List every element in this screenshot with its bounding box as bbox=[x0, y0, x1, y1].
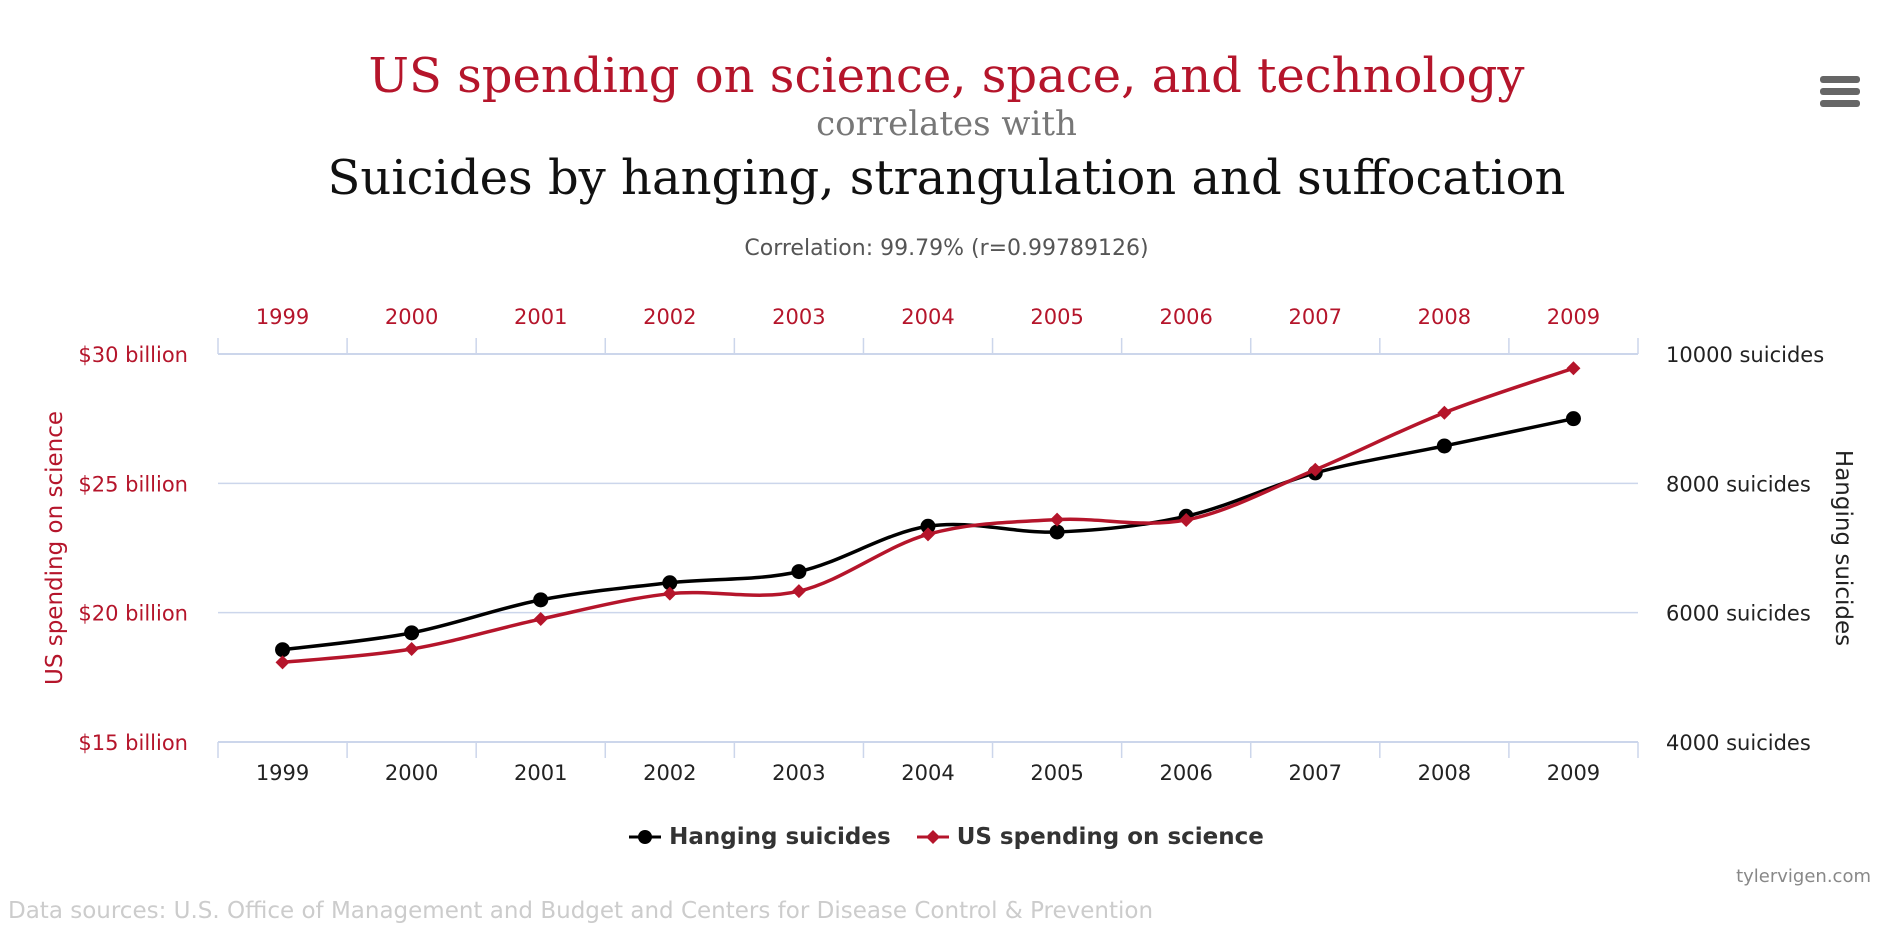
chart-title-primary: US spending on science, space, and techn… bbox=[368, 48, 1525, 104]
x-axis-label: 2008 bbox=[1418, 761, 1471, 785]
hamburger-menu-icon[interactable] bbox=[1820, 76, 1860, 108]
x-axis-top-label: 2009 bbox=[1547, 305, 1600, 329]
x-axis-label: 2000 bbox=[385, 761, 438, 785]
x-axis-top-label: 2003 bbox=[772, 305, 825, 329]
y-axis-right-title: Hanging suicides bbox=[1830, 450, 1856, 646]
data-point-us-spending bbox=[404, 642, 419, 657]
series-line-us-spending bbox=[282, 366, 1575, 665]
x-axis-top-label: 2002 bbox=[643, 305, 696, 329]
y-axis-left-title: US spending on science bbox=[42, 411, 68, 685]
data-point-us-spending bbox=[275, 655, 290, 670]
chart-title-secondary: Suicides by hanging, strangulation and s… bbox=[327, 150, 1566, 206]
x-axis-top-label: 2008 bbox=[1418, 305, 1471, 329]
x-axis-top-label: 2006 bbox=[1159, 305, 1212, 329]
x-axis-label: 2009 bbox=[1547, 761, 1600, 785]
data-point-us-spending bbox=[791, 584, 806, 599]
data-point-us-spending bbox=[1308, 462, 1323, 477]
y-axis-right-label: 6000 suicides bbox=[1666, 602, 1811, 626]
x-axis-label: 2004 bbox=[901, 761, 954, 785]
data-point-hanging-suicides bbox=[920, 518, 936, 534]
x-axis-label: 2001 bbox=[514, 761, 567, 785]
x-axis-label: 1999 bbox=[256, 761, 309, 785]
legend-label: US spending on science bbox=[956, 824, 1264, 850]
data-point-us-spending bbox=[533, 612, 548, 627]
data-point-us-spending bbox=[921, 527, 935, 542]
x-axis-top-label: 1999 bbox=[256, 305, 309, 329]
y-axis-left-label: $30 billion bbox=[78, 343, 188, 367]
menu-bar-icon bbox=[1820, 100, 1860, 107]
data-sources: Data sources: U.S. Office of Management … bbox=[8, 898, 1154, 924]
x-axis-top-label: 2000 bbox=[385, 305, 438, 329]
x-axis-label: 2007 bbox=[1289, 761, 1342, 785]
x-axis-top-label: 2001 bbox=[514, 305, 567, 329]
y-axis-right-label: 8000 suicides bbox=[1666, 472, 1811, 496]
menu-bar-icon bbox=[1820, 76, 1860, 83]
data-point-hanging-suicides bbox=[791, 564, 807, 580]
chart-legend: Hanging suicides US spending on science bbox=[0, 824, 1893, 850]
legend-item-hanging-suicides[interactable]: Hanging suicides bbox=[629, 824, 891, 850]
data-point-hanging-suicides bbox=[662, 575, 678, 591]
data-point-hanging-suicides bbox=[404, 625, 420, 641]
menu-bar-icon bbox=[1820, 88, 1860, 95]
x-axis-label: 2003 bbox=[772, 761, 825, 785]
x-axis-top-label: 2005 bbox=[1030, 305, 1083, 329]
y-axis-left-label: $15 billion bbox=[78, 731, 188, 755]
legend-item-us-spending[interactable]: US spending on science bbox=[916, 824, 1264, 850]
legend-diamond-marker-icon bbox=[916, 830, 949, 844]
data-point-hanging-suicides bbox=[1436, 438, 1452, 454]
y-axis-left-label: $25 billion bbox=[78, 472, 188, 496]
data-point-us-spending bbox=[1179, 512, 1194, 527]
x-axis-label: 2002 bbox=[643, 761, 696, 785]
x-axis-top-label: 2007 bbox=[1289, 305, 1342, 329]
data-point-us-spending bbox=[1566, 361, 1581, 376]
data-point-hanging-suicides bbox=[275, 642, 291, 658]
y-axis-left-label: $20 billion bbox=[78, 602, 188, 626]
y-axis-right-label: 10000 suicides bbox=[1666, 343, 1824, 367]
credit-link[interactable]: tylervigen.com bbox=[1736, 866, 1871, 887]
x-axis-top-label: 2004 bbox=[901, 305, 954, 329]
data-point-us-spending bbox=[1050, 512, 1065, 527]
legend-circle-marker-icon bbox=[629, 830, 662, 844]
x-axis-label: 2005 bbox=[1030, 761, 1083, 785]
data-point-us-spending bbox=[1437, 405, 1452, 420]
x-axis-label: 2006 bbox=[1159, 761, 1212, 785]
y-axis-right-label: 4000 suicides bbox=[1666, 731, 1811, 755]
data-point-hanging-suicides bbox=[1049, 524, 1065, 540]
correlation-text: Correlation: 99.79% (r=0.99789126) bbox=[744, 236, 1149, 261]
legend-label: Hanging suicides bbox=[669, 824, 891, 850]
data-point-hanging-suicides bbox=[1565, 411, 1581, 427]
chart-title-connector: correlates with bbox=[816, 104, 1077, 144]
data-point-us-spending bbox=[662, 586, 677, 601]
data-point-hanging-suicides bbox=[533, 592, 549, 608]
